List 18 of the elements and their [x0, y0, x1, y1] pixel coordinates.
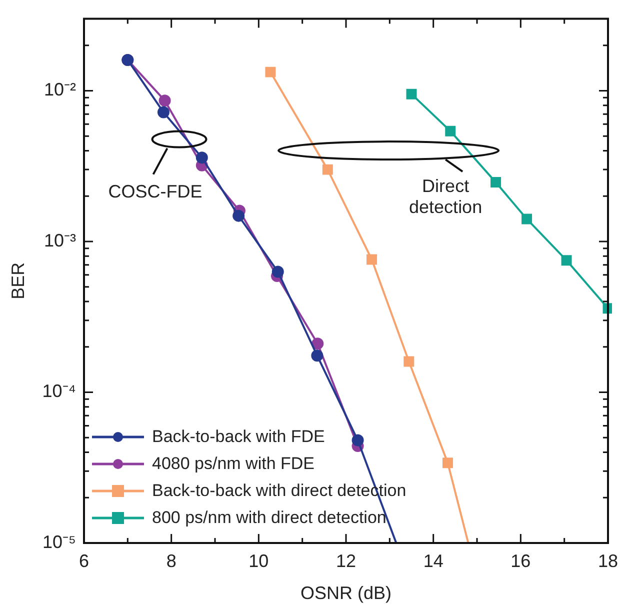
- y-tick-label: 10⁻⁴: [42, 381, 76, 402]
- x-tick-label: 12: [336, 550, 356, 571]
- legend-label: 800 ps/nm with direct detection: [152, 508, 386, 528]
- x-tick-label: 18: [598, 550, 618, 571]
- x-tick-label: 10: [248, 550, 269, 571]
- y-tick-label: 10⁻²: [44, 80, 76, 100]
- x-tick-label: 14: [423, 550, 444, 571]
- legend-label: 4080 ps/nm with FDE: [152, 454, 315, 474]
- annotation: Direct detection: [409, 176, 482, 218]
- x-axis-title: OSNR (dB): [300, 583, 392, 604]
- x-tick-label: 8: [166, 550, 176, 571]
- legend-label: Back-to-back with FDE: [152, 426, 325, 446]
- x-tick-label: 6: [78, 550, 90, 571]
- y-axis-title: BER: [8, 262, 28, 300]
- y-tick-label: 10⁻³: [44, 230, 76, 250]
- y-tick-label: 10⁻⁵: [42, 532, 76, 552]
- x-tick-label: 16: [510, 550, 531, 571]
- annotation: COSC-FDE: [108, 181, 202, 202]
